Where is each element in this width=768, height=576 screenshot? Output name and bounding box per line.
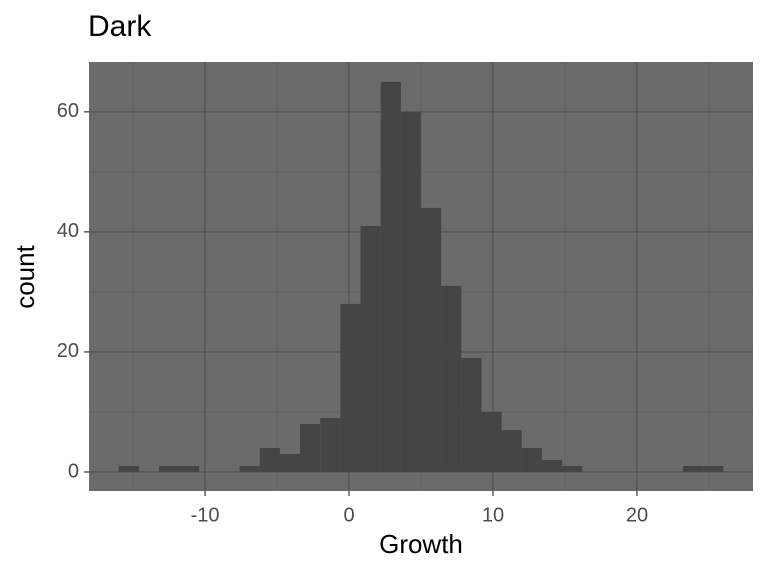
bar xyxy=(320,417,341,472)
bar xyxy=(179,465,200,472)
bar xyxy=(683,465,704,472)
x-tick-label: 10 xyxy=(482,504,504,526)
bar xyxy=(239,465,260,472)
bar xyxy=(400,111,421,472)
y-axis-label: count xyxy=(10,244,40,308)
bar xyxy=(158,465,180,472)
x-tick-label: 0 xyxy=(343,504,354,526)
bar xyxy=(340,303,361,472)
bar xyxy=(259,447,280,472)
bar xyxy=(300,423,321,472)
bar xyxy=(360,225,381,472)
bar xyxy=(421,207,442,472)
x-tick-label: -10 xyxy=(191,504,220,526)
y-tick-label: 40 xyxy=(57,220,79,242)
bar xyxy=(461,357,482,472)
bar xyxy=(501,429,522,472)
bar xyxy=(279,453,301,472)
chart-title: Dark xyxy=(88,10,152,43)
bar xyxy=(562,465,583,472)
y-tick-label: 60 xyxy=(57,100,79,122)
bar xyxy=(441,285,462,472)
y-tick-label: 20 xyxy=(57,340,79,362)
y-tick-label: 0 xyxy=(68,460,79,482)
x-axis-label: Growth xyxy=(379,529,463,559)
bar xyxy=(541,459,563,472)
bar xyxy=(118,465,139,472)
bar xyxy=(521,447,542,472)
bar xyxy=(380,81,401,472)
x-tick-label: 20 xyxy=(626,504,648,526)
bar xyxy=(703,465,724,472)
bar xyxy=(481,411,502,472)
